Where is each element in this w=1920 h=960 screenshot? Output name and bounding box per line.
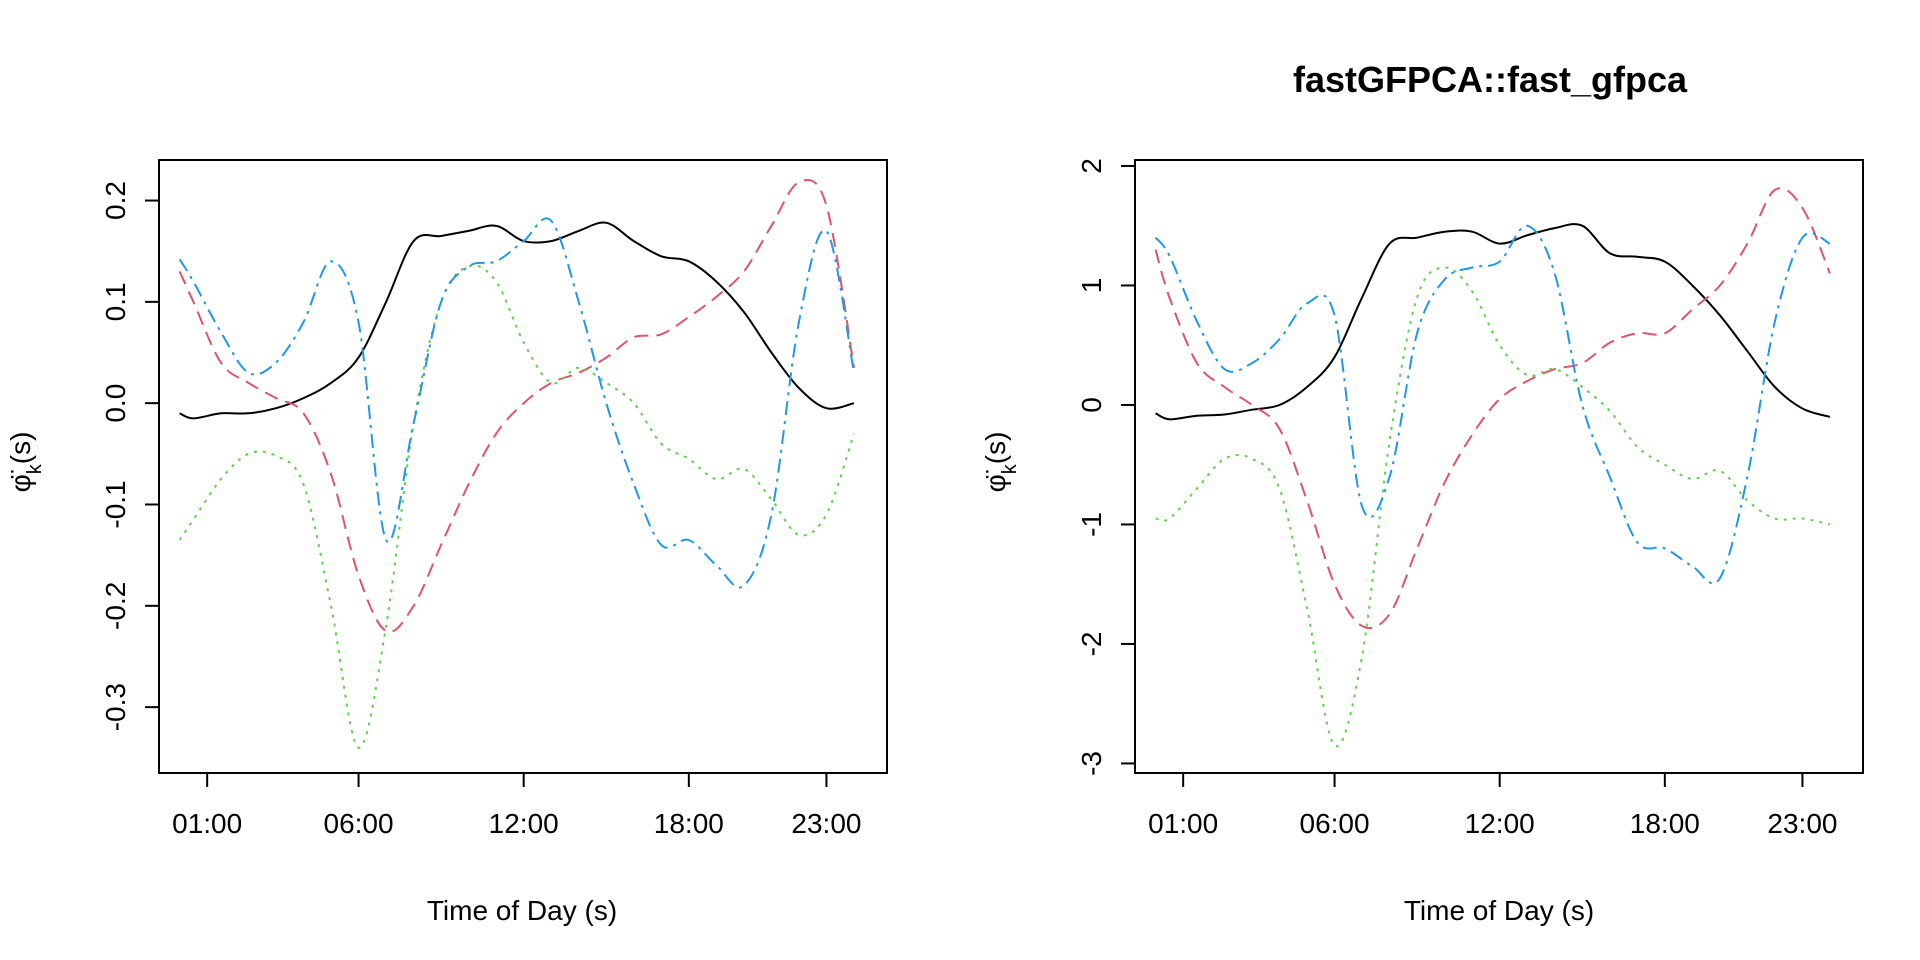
y-axis-label: φ̈k(s) (980, 432, 1021, 493)
x-tick-label: 18:00 (654, 808, 724, 839)
y-axis-label-subscript: k (24, 463, 46, 474)
panel-right: fastGFPCA::fast_gfpca Time of Day (s) φ̈… (980, 59, 1864, 926)
y-axis-label: φ̈k(s) (5, 432, 46, 493)
x-axis-label: Time of Day (s) (427, 895, 617, 926)
panel-title: fastGFPCA::fast_gfpca (1293, 59, 1688, 100)
series-lines (178, 179, 855, 749)
series-line-3 (178, 264, 855, 749)
y-axis-label-tail: (s) (980, 432, 1011, 465)
x-tick-label: 23:00 (1767, 808, 1837, 839)
x-tick-label: 01:00 (1148, 808, 1218, 839)
x-tick-label: 12:00 (1465, 808, 1535, 839)
y-tick-label: -1 (1076, 512, 1107, 537)
x-tick-label: 06:00 (324, 808, 394, 839)
x-tick-label: 23:00 (791, 808, 861, 839)
x-tick-label: 01:00 (172, 808, 242, 839)
y-tick-label: -0.1 (100, 480, 131, 528)
panel-left: Time of Day (s) φ̈k(s) 01:00 06:00 12:00 18… (5, 159, 888, 926)
x-tick-label: 12:00 (489, 808, 559, 839)
y-tick-label: 1 (1076, 278, 1107, 294)
y-tick-label: 0.1 (100, 282, 131, 321)
y-tick-label: -0.2 (100, 582, 131, 630)
x-tick-label: 18:00 (1630, 808, 1700, 839)
series-line-1 (1155, 223, 1831, 421)
series-line-4 (178, 217, 855, 589)
y-axis-label-base: φ̈ (980, 470, 1011, 492)
series-line-2 (1154, 187, 1831, 630)
y-axis-label-tail: (s) (5, 432, 36, 465)
y-axis-label-subscript: k (999, 463, 1021, 474)
series-line-1 (179, 221, 855, 420)
y-axis-label-base: φ̈ (5, 470, 36, 492)
x-axis-label: Time of Day (s) (1404, 895, 1594, 926)
plot-frame (1134, 159, 1864, 774)
plot-frame (158, 159, 888, 774)
y-tick-label: -0.3 (100, 683, 131, 731)
y-tick-label: 0.2 (100, 181, 131, 220)
y-tick-label: 0.0 (100, 384, 131, 423)
series-line-2 (178, 179, 855, 634)
y-tick-label: -2 (1076, 631, 1107, 656)
x-tick-label: 06:00 (1300, 808, 1370, 839)
y-tick-label: 2 (1076, 158, 1107, 174)
y-tick-label: 0 (1076, 397, 1107, 413)
series-lines (1154, 187, 1831, 748)
y-tick-label: -3 (1076, 751, 1107, 776)
